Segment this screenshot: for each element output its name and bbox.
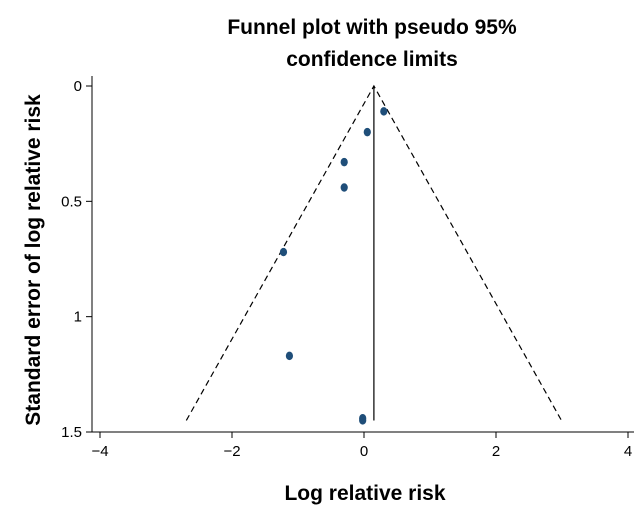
chart-title-line-2: confidence limits: [286, 48, 458, 71]
y-axis-label: Standard error of log relative risk: [22, 94, 45, 426]
plot-area: −4 −2 0 2 4 0 0.5 1 1.5: [61, 76, 634, 460]
chart-title-line-1: Funnel plot with pseudo 95%: [227, 16, 517, 39]
x-axis-label: Log relative risk: [284, 482, 445, 505]
x-tick-label: −4: [91, 443, 108, 460]
y-tick-label: 0.5: [61, 193, 82, 210]
x-tick-label: 0: [360, 443, 368, 460]
study-point: [359, 413, 367, 423]
y-tick-label: 1: [74, 309, 82, 326]
study-point: [285, 351, 294, 361]
x-tick-label: −2: [223, 443, 240, 460]
study-point: [363, 127, 371, 137]
study-point: [279, 247, 288, 257]
study-point: [340, 183, 348, 192]
y-tick-label: 1.5: [61, 424, 82, 441]
study-point: [380, 107, 388, 116]
study-point: [340, 157, 348, 167]
x-tick-label: 2: [492, 443, 500, 460]
x-tick-label: 4: [624, 443, 632, 460]
y-tick-label: 0: [74, 78, 82, 95]
